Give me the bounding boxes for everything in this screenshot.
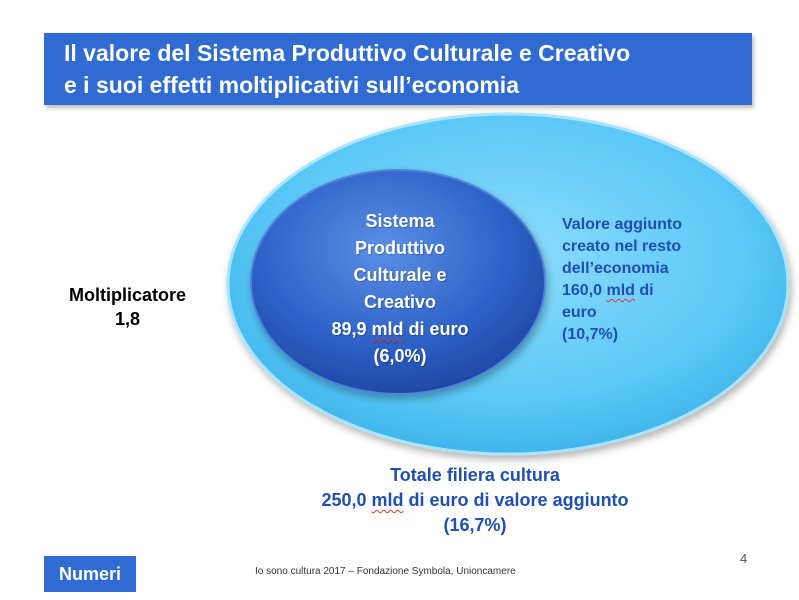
outer-value-rest: di [639,282,654,299]
inner-value: 89,9 mld di euro [300,316,500,343]
inner-ellipse-label: Sistema Produttivo Culturale e Creativo … [300,208,500,370]
source-footer: Io sono cultura 2017 – Fondazione Symbol… [255,566,516,577]
outer-share: (10,7%) [562,326,619,343]
inner-value-number: 89,9 [331,319,367,339]
outer-label-line-3: dell’economia [562,260,669,277]
inner-label-line-2: Produttivo [355,238,445,258]
total-value-unit: mld [371,490,404,510]
outer-label-line-2: creato nel resto [562,238,682,255]
inner-value-rest: di euro [408,319,469,339]
section-badge: Numeri [44,556,136,592]
page-number: 4 [740,551,748,566]
inner-ellipse [250,169,546,395]
outer-value-number: 160,0 [562,282,603,299]
page-title-line-1: Il valore del Sistema Produttivo Cultura… [64,40,631,66]
outer-label-line-5: euro [562,304,597,321]
outer-ellipse-label: Valore aggiunto creato nel resto dell’ec… [562,214,762,346]
total-value: 250,0 mld di euro di valore aggiunto [250,488,700,513]
total-share: (16,7%) [443,515,507,535]
total-value-number: 250,0 [321,490,367,510]
inner-label-line-1: Sistema [365,211,435,231]
outer-value: 160,0 mld di [562,280,762,302]
title-bar: Il valore del Sistema Produttivo Cultura… [44,33,752,105]
inner-value-unit: mld [371,319,404,339]
multiplier-value: 1,8 [114,309,141,329]
total-label: Totale filiera cultura 250,0 mld di euro… [250,463,700,538]
outer-value-unit: mld [606,282,635,299]
total-title: Totale filiera cultura [390,465,560,485]
multiplier-label: Moltiplicatore 1,8 [40,283,215,331]
inner-label-line-4: Creativo [363,292,437,312]
multiplier-title: Moltiplicatore [68,285,186,305]
page-title-line-2: e i suoi effetti moltiplicativi sull’eco… [64,72,519,98]
inner-label-line-3: Culturale e [353,265,447,285]
total-value-rest: di euro di valore aggiunto [408,490,629,510]
inner-share: (6,0%) [373,346,427,366]
outer-label-line-1: Valore aggiunto [562,216,683,233]
